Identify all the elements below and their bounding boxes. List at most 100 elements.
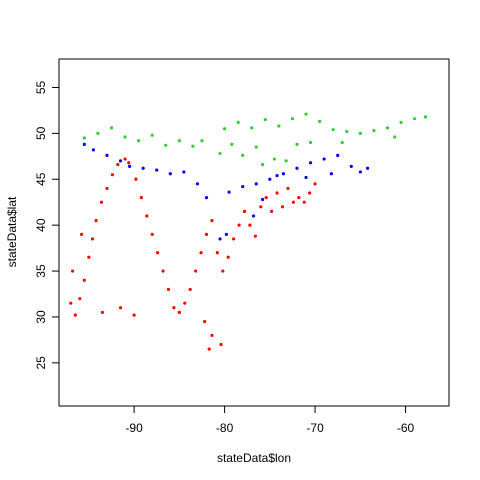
data-point-series-3 <box>150 133 154 137</box>
data-point-series-1 <box>172 306 176 310</box>
data-point-series-1 <box>280 205 285 209</box>
data-point-series-1 <box>291 200 295 204</box>
data-point-series-1 <box>118 306 123 310</box>
data-point-series-1 <box>226 255 230 259</box>
data-point-series-3 <box>137 139 141 143</box>
data-point-series-1 <box>183 301 187 305</box>
data-point-series-3 <box>96 131 100 135</box>
x-tick-label: -90 <box>125 421 143 435</box>
data-point-series-1 <box>116 162 120 167</box>
data-point-series-1 <box>127 161 131 165</box>
y-tick-label: 55 <box>34 80 48 94</box>
data-point-series-1 <box>69 301 73 305</box>
data-point-series-3 <box>358 131 362 135</box>
data-point-series-1 <box>99 200 104 204</box>
data-point-series-1 <box>210 333 214 337</box>
y-tick-label: 30 <box>34 310 48 324</box>
data-point-series-1 <box>123 157 127 161</box>
data-point-series-1 <box>248 223 252 227</box>
data-point-series-1 <box>253 234 257 238</box>
data-point-series-3 <box>423 115 428 119</box>
data-point-series-3 <box>263 117 267 122</box>
data-point-series-3 <box>200 139 204 143</box>
data-point-series-1 <box>297 196 301 200</box>
data-point-series-1 <box>302 200 306 204</box>
data-point-series-2 <box>365 166 370 170</box>
data-point-series-1 <box>232 237 236 241</box>
data-point-series-1 <box>70 269 75 273</box>
data-point-series-3 <box>290 117 295 121</box>
data-point-series-2 <box>329 172 333 176</box>
data-point-series-3 <box>230 142 234 146</box>
data-point-series-1 <box>87 255 91 259</box>
data-point-series-1 <box>150 232 154 236</box>
data-point-series-2 <box>268 177 272 181</box>
y-tick-label: 40 <box>34 218 48 232</box>
x-axis: -90 -80 -70 -60 <box>125 406 415 435</box>
y-tick-label: 25 <box>34 356 48 370</box>
data-point-series-1 <box>308 191 312 195</box>
data-point-series-1 <box>78 296 82 301</box>
data-point-series-3 <box>218 151 222 156</box>
data-point-series-2 <box>336 153 340 157</box>
data-point-series-3 <box>331 128 335 132</box>
data-point-series-3 <box>318 119 322 124</box>
points-layer <box>69 112 428 351</box>
data-point-series-3 <box>164 143 168 147</box>
data-point-series-1 <box>156 251 160 255</box>
x-axis-title: stateData$lon <box>217 451 291 465</box>
data-point-series-2 <box>218 237 222 241</box>
data-point-series-1 <box>210 218 214 223</box>
data-point-series-1 <box>94 218 98 223</box>
data-point-series-2 <box>118 159 123 163</box>
data-point-series-3 <box>222 127 227 131</box>
data-point-series-1 <box>139 196 143 200</box>
data-point-series-3 <box>385 126 390 130</box>
data-point-series-3 <box>399 120 403 124</box>
data-point-series-3 <box>340 140 344 145</box>
data-point-series-1 <box>110 173 114 177</box>
data-point-series-1 <box>82 278 86 282</box>
data-point-series-1 <box>203 319 207 324</box>
data-point-series-1 <box>286 186 290 191</box>
data-point-series-3 <box>191 144 195 148</box>
data-point-series-1 <box>219 342 223 347</box>
data-point-series-2 <box>358 170 362 174</box>
data-point-series-1 <box>132 313 136 317</box>
data-point-series-3 <box>254 145 258 149</box>
y-tick-label: 35 <box>34 264 48 278</box>
data-point-series-1 <box>73 313 77 317</box>
data-point-series-1 <box>207 347 211 351</box>
plot-frame <box>58 58 450 407</box>
data-point-series-1 <box>145 214 149 218</box>
data-point-series-2 <box>251 214 256 218</box>
data-point-series-1 <box>242 209 247 213</box>
data-point-series-3 <box>295 142 299 146</box>
data-point-series-1 <box>80 232 84 236</box>
data-point-series-2 <box>349 164 353 169</box>
data-point-series-3 <box>236 120 240 124</box>
data-point-series-1 <box>105 186 109 191</box>
data-point-series-3 <box>241 153 245 157</box>
y-tick-label: 45 <box>34 172 48 186</box>
data-point-series-1 <box>221 269 225 273</box>
data-point-series-2 <box>182 170 186 174</box>
data-point-series-1 <box>188 287 192 292</box>
data-point-series-2 <box>155 168 159 172</box>
x-tick-label: -60 <box>397 421 415 435</box>
data-point-series-2 <box>281 172 286 176</box>
data-point-series-2 <box>227 190 231 194</box>
data-point-series-3 <box>109 126 114 130</box>
data-point-series-1 <box>275 191 279 195</box>
data-point-series-3 <box>177 139 181 143</box>
data-point-series-2 <box>195 182 200 186</box>
data-point-series-2 <box>224 232 229 236</box>
data-point-series-3 <box>393 135 397 139</box>
data-point-series-1 <box>264 196 268 200</box>
data-point-series-3 <box>345 129 349 134</box>
data-point-series-2 <box>260 197 265 202</box>
y-axis: 25 30 35 40 45 50 55 <box>34 80 59 370</box>
data-point-series-1 <box>313 182 317 186</box>
data-point-series-2 <box>204 196 209 200</box>
